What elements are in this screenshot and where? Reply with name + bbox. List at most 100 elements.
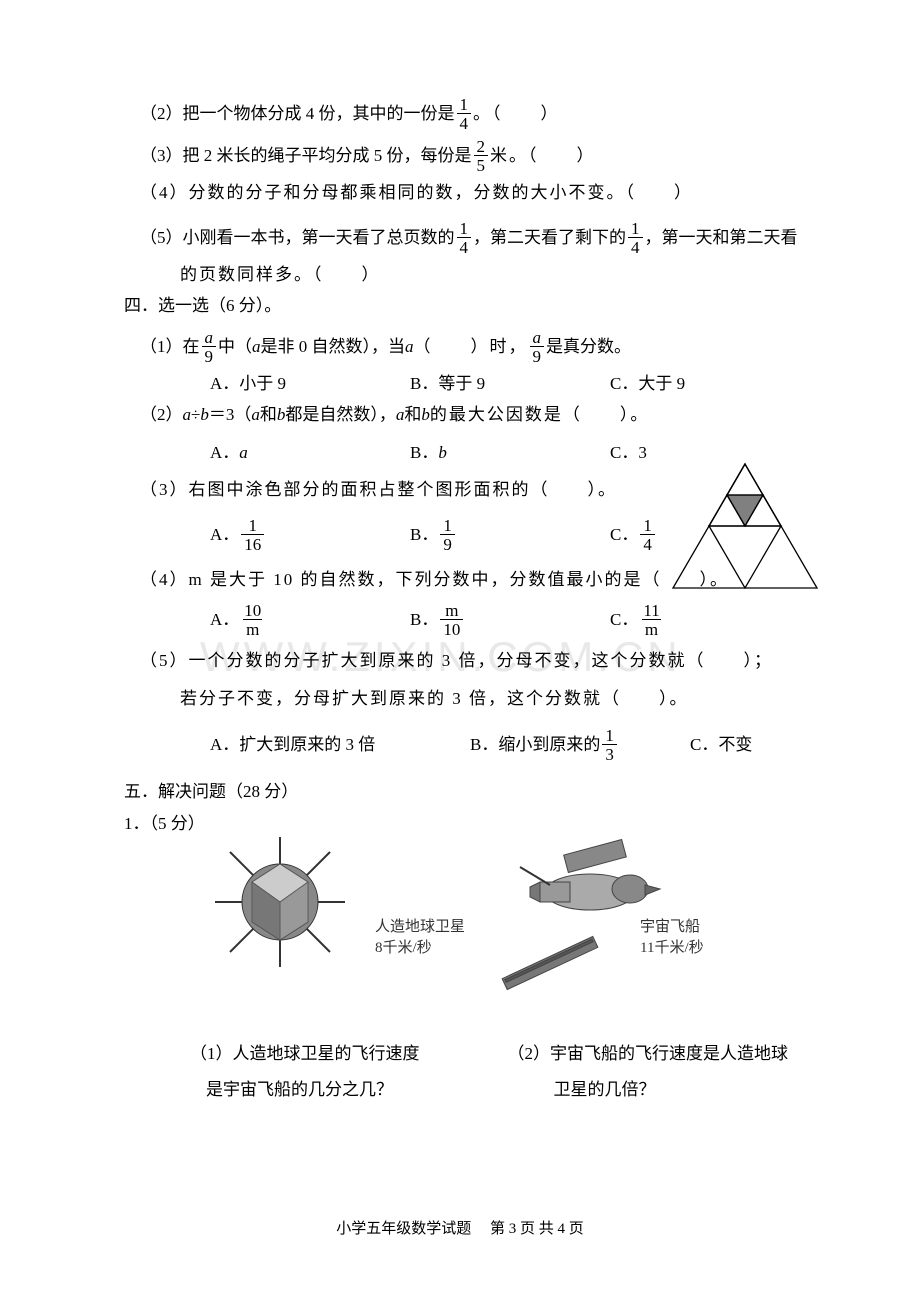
frac-den: 4 <box>457 237 472 256</box>
opt-a: A．小于 9 <box>210 371 410 397</box>
content: （2）把一个物体分成 4 份，其中的一份是 1 4 。（ ） （3）把 2 米长… <box>140 96 805 1112</box>
frac-den: 4 <box>457 113 472 132</box>
q3: （3）把 2 米长的绳子平均分成 5 份，每份是 2 5 米。（ ） <box>140 138 805 174</box>
sec5-title: 五．解决问题（28 分） <box>124 779 805 805</box>
sat2-speed: 11千米/秒 <box>640 938 704 959</box>
opt-c-pre: C． <box>610 607 638 633</box>
q1-part2: 中（ <box>218 334 252 360</box>
sec4-q4-options: A． 10 m B． m 10 C． 11 <box>140 602 805 638</box>
frac-num: a <box>202 329 217 346</box>
opt-b-pre: B． <box>410 440 438 466</box>
opt-b-frac: 1 3 <box>602 727 617 763</box>
opt-c-pre: C． <box>610 522 638 548</box>
q2-part4: 的最大公因数是（ ）。 <box>430 402 650 428</box>
q2-div: ÷ <box>191 402 200 428</box>
sec4-q4: （4）m 是大于 10 的自然数，下列分数中，分数值最小的是（ ）。 <box>140 567 805 593</box>
frac-num: 1 <box>602 727 617 744</box>
opt-a-frac: 10 m <box>241 602 264 638</box>
opt-b-pre: B．缩小到原来的 <box>470 732 600 758</box>
opt-c: C．3 <box>610 440 790 466</box>
frac-den: m <box>243 619 262 638</box>
opt-a: A． a <box>210 440 410 466</box>
opt-b-val: b <box>438 440 447 466</box>
opt-b-pre: B． <box>410 607 438 633</box>
q2-and2: 和 <box>404 402 421 428</box>
q4-text: （4）m 是大于 10 的自然数，下列分数中，分数值最小的是（ ）。 <box>140 567 729 593</box>
q2-frac: 1 4 <box>457 96 472 132</box>
sub1-l1: （1）人造地球卫星的飞行速度 <box>190 1041 478 1067</box>
q2-b2: b <box>277 402 286 428</box>
sat1-speed: 8千米/秒 <box>375 938 465 959</box>
q2-a2: a <box>251 402 260 428</box>
satellite-label: 人造地球卫星 8千米/秒 <box>375 917 465 959</box>
q3-prefix: （3）把 2 米长的绳子平均分成 5 份，每份是 <box>140 143 472 169</box>
frac-den: 5 <box>474 155 489 174</box>
sub1: （1）人造地球卫星的飞行速度 是宇宙飞船的几分之几？ <box>140 1031 488 1112</box>
q2-a: a <box>183 402 192 428</box>
q2-part1: （2） <box>140 402 183 428</box>
frac-num: 1 <box>457 220 472 237</box>
q2-part3: 都是自然数）， <box>285 402 396 428</box>
opt-a-frac: 1 16 <box>241 517 264 553</box>
opt-b: B．等于 9 <box>410 371 610 397</box>
q5-line2: 若分子不变，分母扩大到原来的 3 倍，这个分数就（ ）。 <box>180 686 689 712</box>
q2: （2）把一个物体分成 4 份，其中的一份是 1 4 。（ ） <box>140 96 805 132</box>
q3-text: （3）右图中涂色部分的面积占整个图形面积的（ ）。 <box>140 477 617 503</box>
frac-den: 10 <box>440 619 463 638</box>
sec4-q1: （1）在 a 9 中（ a 是非 0 自然数），当 a （ ）时， a 9 是真… <box>140 329 805 365</box>
opt-c: C． 1 4 <box>610 517 790 553</box>
q1-avar2: a <box>405 334 414 360</box>
q1-part5: 是真分数。 <box>546 334 631 360</box>
frac-num: 2 <box>474 138 489 155</box>
q1-part1: （1）在 <box>140 334 200 360</box>
opt-b-frac: 1 9 <box>440 517 455 553</box>
sec4-q5-options: A．扩大到原来的 3 倍 B．缩小到原来的 1 3 C．不变 <box>140 727 805 763</box>
opt-c: C． 11 m <box>610 602 790 638</box>
opt-a-val: a <box>239 440 248 466</box>
q5-frac1: 1 4 <box>457 220 472 256</box>
frac-den: 9 <box>440 534 455 553</box>
sat1-name: 人造地球卫星 <box>375 917 465 938</box>
q3-frac: 2 5 <box>474 138 489 174</box>
opt-a-pre: A． <box>210 440 239 466</box>
sec4-q5-l1: （5）一个分数的分子扩大到原来的 3 倍，分母不变，这个分数就（ ）； <box>140 648 805 674</box>
sub2-l2: 卫星的几倍？ <box>508 1077 796 1103</box>
frac-num: 1 <box>440 517 455 534</box>
frac-den: 9 <box>530 346 545 365</box>
opt-b: B． b <box>410 440 610 466</box>
frac-num: m <box>442 602 461 619</box>
frac-den: 16 <box>241 534 264 553</box>
q2-prefix: （2）把一个物体分成 4 份，其中的一份是 <box>140 101 455 127</box>
page: WWW.ZIXIN.COM.CN （2）把一个物体分成 4 份，其中的一份是 1… <box>0 0 920 1300</box>
opt-b-pre: B． <box>410 522 438 548</box>
sec4-q2: （2） a ÷ b ＝3（ a 和 b 都是自然数）， a 和 b 的最大公因数… <box>140 402 805 428</box>
sec4-q2-options: A． a B． b C．3 <box>140 440 805 466</box>
frac-num: 10 <box>241 602 264 619</box>
sec5-subquestions: （1）人造地球卫星的飞行速度 是宇宙飞船的几分之几？ （2）宇宙飞船的飞行速度是… <box>140 1031 805 1112</box>
opt-c-frac: 11 m <box>640 602 662 638</box>
section-5: 五．解决问题（28 分） 1．（5 分） <box>140 779 805 1112</box>
section-4: 四．选一选（6 分）。 （1）在 a 9 中（ a 是非 0 自然数），当 a … <box>140 293 805 763</box>
sec4-q5-l2: 若分子不变，分母扩大到原来的 3 倍，这个分数就（ ）。 <box>140 686 805 712</box>
q5-line2: 的页数同样多。（ ） <box>140 262 805 288</box>
q1-frac1: a 9 <box>202 329 217 365</box>
page-footer: 小学五年级数学试题 第 3 页 共 4 页 <box>0 1218 920 1241</box>
q5-part3: ，第一天和第二天看 <box>645 225 798 251</box>
frac-num: 1 <box>640 517 655 534</box>
q5-line1: （5）小刚看一本书，第一天看了总页数的 1 4 ，第二天看了剩下的 1 4 ，第… <box>140 220 805 256</box>
q2-b: b <box>200 402 209 428</box>
frac-den: 3 <box>602 744 617 763</box>
frac-num: 11 <box>640 602 662 619</box>
q1-part4: （ ）时， <box>414 334 528 360</box>
frac-den: 9 <box>202 346 217 365</box>
opt-c: C．大于 9 <box>610 371 790 397</box>
sub2: （2）宇宙飞船的飞行速度是人造地球 卫星的几倍？ <box>488 1031 806 1112</box>
q4: （4）分数的分子和分母都乘相同的数，分数的大小不变。（ ） <box>140 180 805 206</box>
sub2-l1: （2）宇宙飞船的飞行速度是人造地球 <box>508 1041 796 1067</box>
satellite-area: 人造地球卫星 8千米/秒 <box>140 842 805 1017</box>
q2-a3: a <box>396 402 405 428</box>
satellite-icon <box>180 832 380 992</box>
frac-den: 4 <box>628 237 643 256</box>
opt-b: B． m 10 <box>410 602 610 638</box>
q4-text: （4）分数的分子和分母都乘相同的数，分数的大小不变。（ ） <box>140 180 693 206</box>
